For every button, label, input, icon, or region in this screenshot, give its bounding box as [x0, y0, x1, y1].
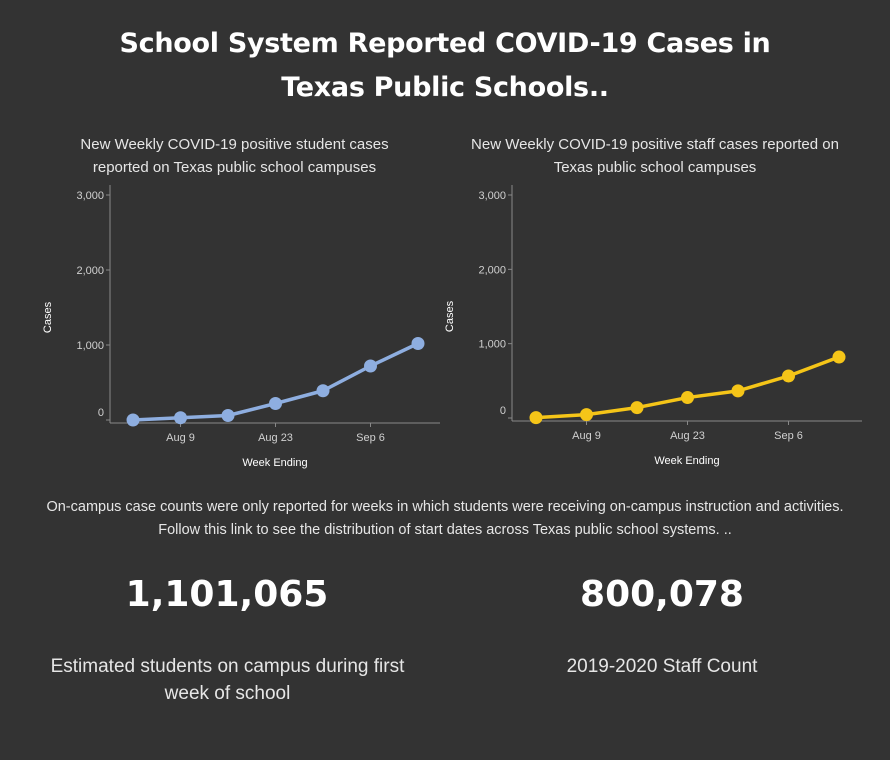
data-point: [269, 397, 282, 410]
x-axis-title: Week Ending: [242, 457, 307, 469]
page-title-line1: School System Reported COVID-19 Cases in: [119, 28, 771, 59]
page-title-line2: Texas Public Schools..: [281, 72, 609, 103]
data-point: [316, 384, 330, 398]
staff-chart-title: New Weekly COVID-19 positive staff cases…: [471, 136, 839, 176]
student-chart-title: New Weekly COVID-19 positive student cas…: [80, 136, 389, 176]
data-point: [126, 413, 140, 427]
on-campus-note: On-campus case counts were only reported…: [46, 499, 844, 538]
y-tick-label: 0: [98, 407, 104, 419]
x-tick-label: Aug 9: [166, 432, 195, 444]
data-point: [221, 409, 235, 422]
data-point: [364, 359, 377, 373]
x-tick-label: Aug 23: [258, 432, 293, 444]
page-title: School System Reported COVID-19 Cases in…: [0, 22, 890, 110]
staff-count-value: 800,078: [580, 574, 744, 615]
y-tick-label: 3,000: [76, 190, 104, 202]
y-tick-label: 2,000: [76, 265, 104, 277]
students-on-campus-value: 1,101,065: [125, 574, 329, 615]
students-on-campus-label: Estimated students on campus during firs…: [50, 656, 405, 704]
data-point: [411, 337, 425, 350]
staff-count-label: 2019-2020 Staff Count: [566, 656, 758, 677]
y-tick-label: 1,000: [76, 340, 104, 352]
x-tick-label: Sep 6: [356, 432, 385, 444]
y-axis-title: Cases: [42, 301, 54, 333]
data-point: [174, 411, 187, 425]
